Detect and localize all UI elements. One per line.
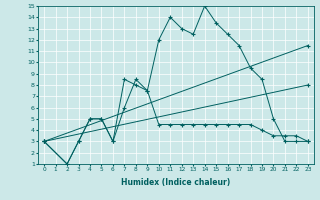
X-axis label: Humidex (Indice chaleur): Humidex (Indice chaleur)	[121, 178, 231, 187]
